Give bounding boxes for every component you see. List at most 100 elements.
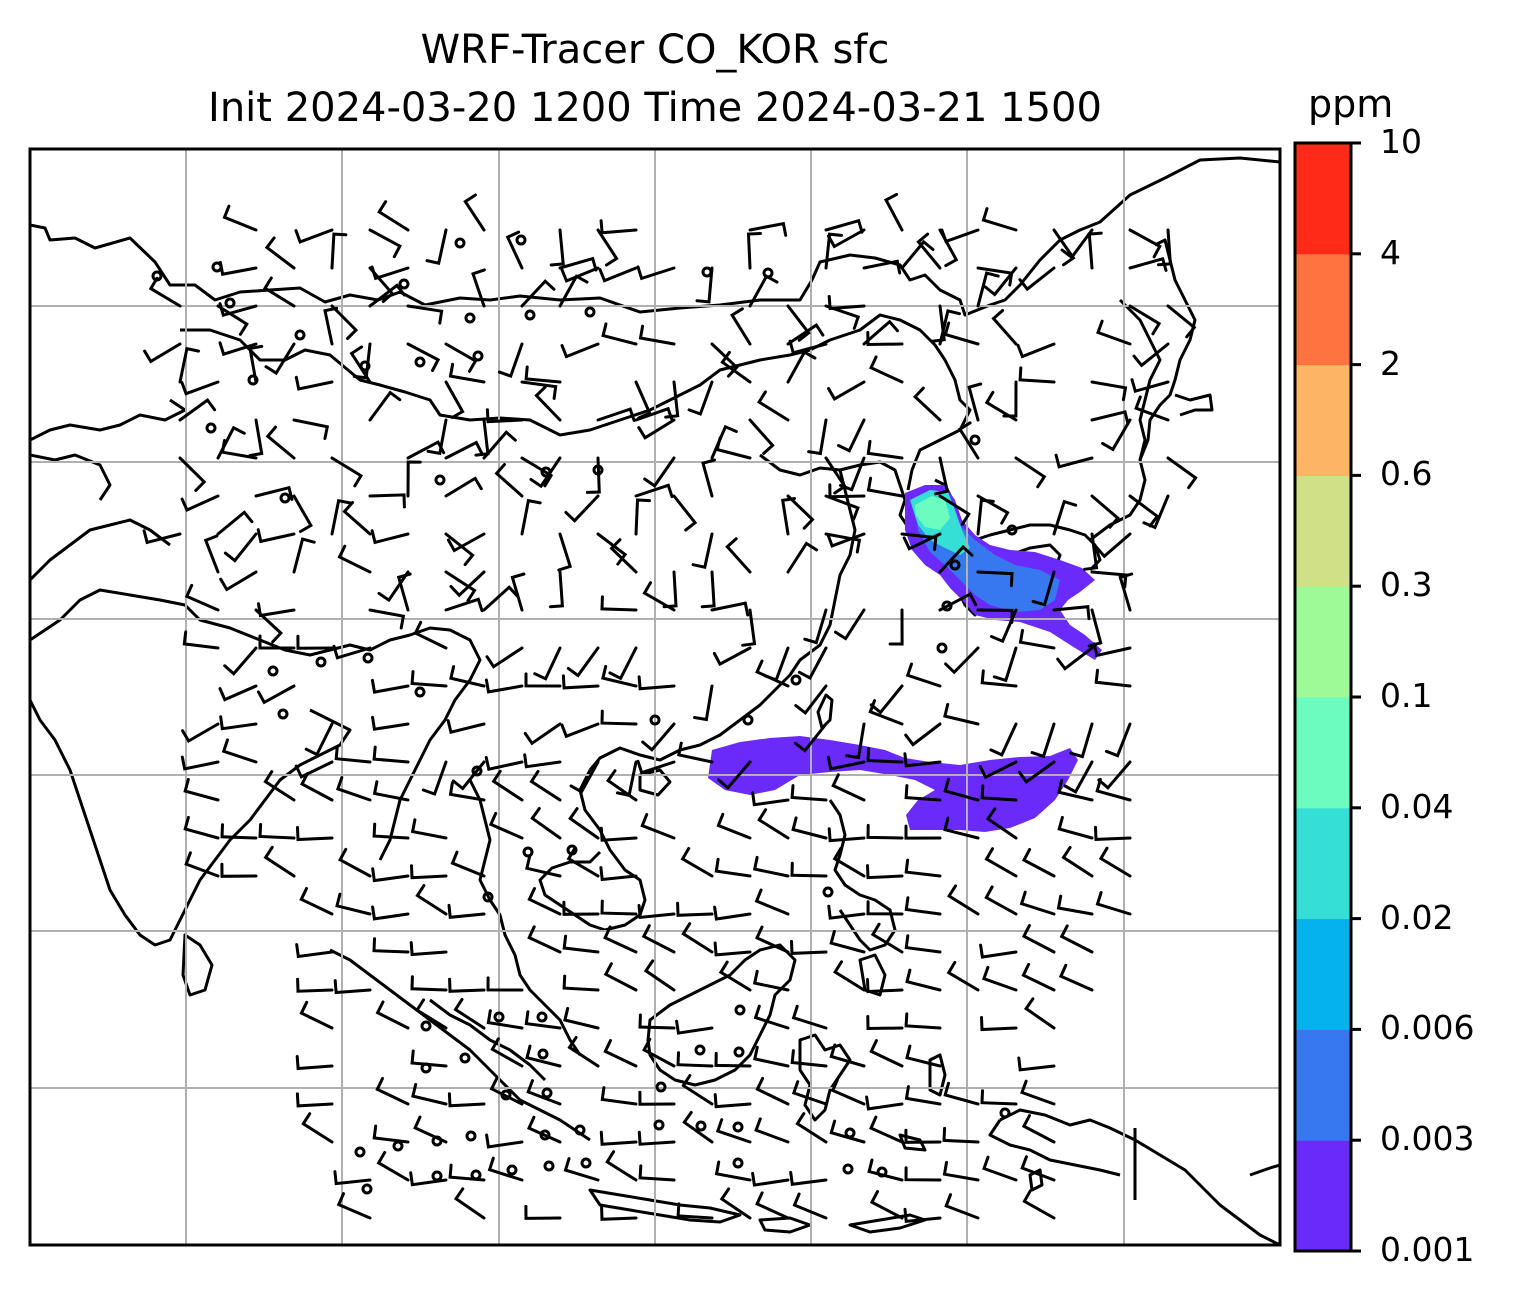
- colorbar-segment: [1295, 1140, 1351, 1252]
- wind-barb: [981, 207, 1018, 232]
- wind-barb: [713, 905, 752, 921]
- wind-barb: [296, 977, 334, 993]
- wind-barb: [1096, 319, 1132, 346]
- wind-barb: [676, 901, 714, 917]
- wind-barb: [978, 760, 1018, 780]
- wind-barb: [600, 899, 638, 916]
- wind-barb: [606, 769, 638, 802]
- wind-barb: [1018, 266, 1056, 292]
- wind-barb: [292, 537, 316, 574]
- wind-barb: [1087, 231, 1103, 270]
- wind-barb: [600, 595, 638, 612]
- wind-barb: [1090, 380, 1128, 402]
- wind-barb: [677, 741, 714, 764]
- colorbar-level-label: 0.003: [1380, 1119, 1475, 1159]
- wind-barb: [791, 1080, 828, 1106]
- calm-wind-circle: [493, 1011, 505, 1023]
- wind-barb: [741, 608, 757, 647]
- wind-barb: [755, 1191, 790, 1220]
- wind-barb: [294, 760, 334, 779]
- wind-barb: [904, 784, 942, 802]
- wind-barb: [1021, 962, 1056, 992]
- wind-barb: [827, 827, 866, 843]
- map-title-line2: Init 2024-03-20 1200 Time 2024-03-21 150…: [208, 85, 1102, 131]
- wind-barb: [869, 1190, 904, 1220]
- wind-barb: [634, 483, 674, 499]
- wind-barb: [757, 390, 790, 422]
- wind-barb: [938, 494, 971, 526]
- calm-wind-circle: [999, 1107, 1011, 1119]
- wind-barb: [332, 644, 372, 660]
- wind-barb: [448, 781, 486, 802]
- wind-barb: [938, 544, 974, 574]
- wind-barb: [219, 570, 258, 592]
- wind-barb: [258, 823, 296, 840]
- wind-barb: [608, 646, 638, 681]
- colorbar-level-label: 0.6: [1380, 454, 1433, 494]
- colorbar-level-label: 0.3: [1380, 565, 1433, 605]
- wind-barb: [371, 905, 410, 921]
- wind-barb: [216, 304, 249, 336]
- wind-barb: [795, 1112, 828, 1144]
- colorbar-segment: [1295, 364, 1351, 476]
- wind-barb: [1021, 1114, 1056, 1144]
- wind-barb: [444, 476, 483, 498]
- wind-barb: [1020, 1079, 1056, 1106]
- calm-wind-circle: [566, 844, 578, 856]
- wind-barb: [447, 903, 486, 919]
- wind-barb: [368, 228, 402, 259]
- wind-barb: [178, 398, 217, 422]
- wind-barb: [218, 260, 258, 276]
- wind-barb: [523, 722, 562, 746]
- wind-barb: [714, 1160, 752, 1182]
- wind-barb: [564, 494, 600, 523]
- wind-barb: [411, 1082, 448, 1106]
- wind-barb: [1063, 760, 1094, 794]
- wind-barb: [869, 355, 904, 384]
- wind-barb: [719, 1187, 752, 1220]
- wind-barb: [257, 602, 296, 618]
- wind-barb: [1128, 494, 1160, 528]
- wind-barb: [562, 934, 600, 954]
- wind-barb: [638, 1013, 676, 1030]
- wind-barb: [713, 941, 752, 957]
- calm-wind-circle: [434, 474, 446, 486]
- wind-barb: [180, 755, 220, 771]
- wind-barb: [904, 858, 942, 878]
- wind-barb: [334, 745, 372, 764]
- calm-wind-circle: [454, 237, 466, 249]
- wind-barb: [980, 1016, 1018, 1032]
- wind-barb: [336, 1192, 372, 1220]
- wind-barb: [985, 807, 1018, 840]
- colorbar-segment: [1295, 918, 1351, 1030]
- wind-barb: [566, 646, 600, 678]
- wind-barb: [525, 855, 562, 878]
- wind-barb: [718, 960, 752, 992]
- calm-wind-circle: [392, 1140, 404, 1152]
- calm-wind-circle: [541, 1087, 553, 1099]
- wind-barb: [603, 1039, 638, 1068]
- wind-barb: [1056, 646, 1094, 671]
- wind-barb: [946, 960, 980, 992]
- wind-barb: [143, 342, 182, 364]
- wind-barb: [1017, 760, 1056, 784]
- calm-wind-circle: [224, 297, 236, 309]
- wind-barb: [976, 498, 995, 536]
- wind-barb: [560, 342, 600, 359]
- wind-barb: [940, 228, 980, 244]
- wind-barb: [184, 583, 220, 612]
- wind-barb: [1166, 456, 1198, 490]
- wind-barb: [869, 684, 904, 715]
- wind-barb: [377, 570, 410, 603]
- calm-wind-circles: [151, 234, 1018, 1195]
- wind-barb: [866, 747, 904, 764]
- wind-barb: [474, 418, 490, 457]
- wind-barb: [599, 826, 638, 842]
- wind-barb: [333, 1170, 372, 1186]
- calm-wind-circle: [580, 1157, 592, 1169]
- wind-barb: [1022, 1189, 1056, 1220]
- wind-barb: [865, 1095, 904, 1111]
- wind-barb: [178, 456, 207, 492]
- wind-barb: [755, 1076, 790, 1106]
- wind-barb: [485, 408, 524, 424]
